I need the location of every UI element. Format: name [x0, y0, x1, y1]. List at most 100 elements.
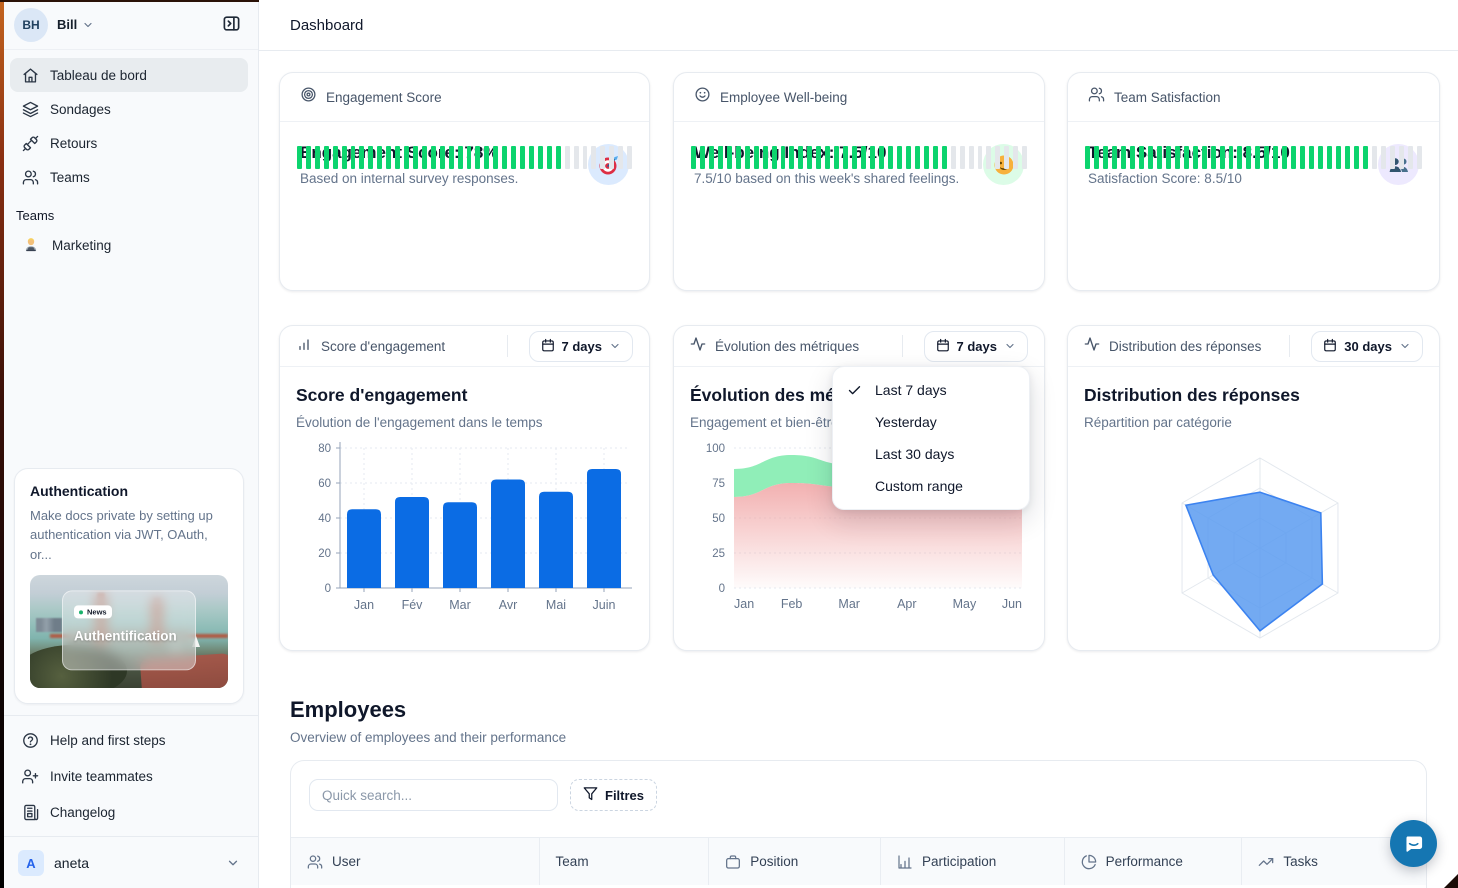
menu-item-custom-range[interactable]: Custom range [839, 470, 1023, 502]
sidebar-item-sondages[interactable]: Sondages [10, 92, 248, 126]
progress-segment [959, 146, 965, 169]
user-name[interactable]: Bill [57, 17, 78, 32]
progress-segment [1129, 146, 1135, 169]
filters-button[interactable]: Filtres [570, 779, 658, 811]
progress-segment [600, 146, 606, 169]
check-icon-slot [847, 383, 875, 398]
sidebar-item-teams[interactable]: Teams [10, 160, 248, 194]
svg-text:100: 100 [706, 443, 725, 455]
svg-text:60: 60 [318, 478, 331, 490]
column-header-user[interactable]: User [291, 838, 539, 885]
progress-segment [1282, 146, 1288, 169]
sidebar-collapse-button[interactable] [216, 10, 246, 40]
funnel-icon [583, 786, 598, 804]
progress-segment [457, 146, 463, 169]
svg-text:Jun: Jun [1002, 597, 1022, 611]
progress-segment [1093, 146, 1099, 169]
sidebar-header: BH Bill [0, 0, 258, 50]
sidebar-section-label: Teams [16, 208, 55, 223]
column-header-team[interactable]: Team [538, 838, 709, 885]
column-header-performance[interactable]: Performance [1063, 838, 1242, 885]
radar-polygon[interactable] [1184, 491, 1324, 632]
svg-text:Jan: Jan [354, 598, 374, 612]
user-avatar[interactable]: BH [14, 7, 48, 42]
sidebar-item-invite-teammates[interactable]: Invite teammates [10, 758, 248, 794]
date-range-button[interactable]: 30 days [1311, 330, 1423, 362]
city-skyline-art [35, 617, 62, 632]
bar-Mai[interactable] [539, 491, 573, 588]
calendar-icon [936, 338, 950, 355]
progress-segment [1111, 146, 1117, 169]
sidebar-item-changelog[interactable]: Changelog [10, 794, 248, 830]
chevron-down-icon [609, 340, 621, 352]
column-header-tasks[interactable]: Tasks [1241, 838, 1426, 885]
progress-segment [484, 146, 490, 169]
chat-launcher-button[interactable] [1390, 820, 1437, 867]
column-label: Performance [1105, 854, 1183, 869]
stat-card-header: Engagement Score [280, 73, 649, 122]
sidebar-item-label: Help and first steps [50, 732, 166, 748]
bar-chart-plot[interactable]: 0 20 40 60 80 Jan Fév Mar Avr Mai Juin [296, 436, 635, 639]
stat-card-body: Engagement Score: 78% Based on internal … [280, 122, 649, 186]
progress-segment [834, 146, 840, 169]
column-header-participation[interactable]: Participation [879, 838, 1064, 885]
progress-segment [564, 146, 570, 169]
progress-segment [323, 146, 329, 169]
chart-card-label: Score d'engagement [321, 338, 446, 354]
bar-Mar[interactable] [443, 502, 477, 588]
search-input[interactable] [309, 779, 558, 811]
column-header-position[interactable]: Position [708, 838, 880, 885]
svg-text:Fév: Fév [402, 598, 424, 612]
progress-segment [386, 146, 392, 169]
menu-item-last-7-days[interactable]: Last 7 days [839, 374, 1023, 406]
progress-segment [466, 146, 472, 169]
menu-item-label: Last 7 days [875, 382, 947, 398]
bar-Avr[interactable] [491, 479, 525, 589]
svg-text:75: 75 [712, 478, 725, 490]
column-label: Team [555, 854, 589, 869]
progress-segment [1389, 146, 1395, 169]
bar-Fév[interactable] [395, 497, 429, 588]
radar-chart-plot[interactable] [1084, 436, 1425, 654]
stat-card-header: Employee Well-being [674, 73, 1044, 122]
workspace-switcher[interactable]: A aneta [10, 844, 248, 882]
chevron-down-icon[interactable] [82, 19, 94, 31]
svg-text:50: 50 [712, 513, 725, 525]
progress-segment [546, 146, 552, 169]
divider [0, 715, 258, 716]
sidebar-item-help-and-first-steps[interactable]: Help and first steps [10, 722, 248, 758]
pie-chart-icon [1081, 854, 1096, 869]
mouse-cursor [1444, 874, 1458, 888]
news-dot-icon [79, 609, 83, 614]
menu-item-label: Last 30 days [875, 446, 955, 462]
activity-icon [690, 336, 706, 357]
bar-Jan[interactable] [347, 509, 381, 588]
date-range-button[interactable]: 7 days [923, 330, 1028, 362]
menu-item-last-30-days[interactable]: Last 30 days [839, 438, 1023, 470]
sidebar-item-retours[interactable]: Retours [10, 126, 248, 160]
progress-segment [708, 146, 714, 169]
stat-subtitle: 7.5/10 based on this week's shared feeli… [694, 171, 960, 186]
progress-segment [1237, 146, 1243, 169]
progress-segment [726, 146, 732, 169]
bar-Juin[interactable] [587, 469, 621, 588]
progress-segment [932, 146, 938, 169]
progress-segment [691, 146, 696, 169]
sidebar-team-marketing[interactable]: Marketing [10, 227, 248, 263]
progress-segment [1210, 146, 1216, 169]
promo-image[interactable]: News Authentification [30, 575, 228, 688]
stat-card-satisfaction: Team Satisfaction Team Satisfaction: 8.5… [1067, 72, 1440, 291]
menu-item-yesterday[interactable]: Yesterday [839, 406, 1023, 438]
workspace-avatar: A [18, 850, 44, 876]
progress-segment [555, 146, 561, 169]
sidebar-item-tableau-de-bord[interactable]: Tableau de bord [10, 58, 248, 92]
svg-text:Avr: Avr [499, 598, 518, 612]
users-icon [22, 169, 39, 185]
bar-chart-icon [296, 336, 312, 357]
promo-card-authentication[interactable]: Authentication Make docs private by sett… [14, 467, 244, 704]
progress-segment [914, 146, 920, 169]
date-range-button[interactable]: 7 days [528, 330, 633, 362]
sidebar-bottom: Authentication Make docs private by sett… [0, 467, 258, 888]
chart-card-response-distribution: Distribution des réponses 30 days Distri… [1067, 325, 1440, 651]
svg-text:May: May [953, 597, 977, 611]
